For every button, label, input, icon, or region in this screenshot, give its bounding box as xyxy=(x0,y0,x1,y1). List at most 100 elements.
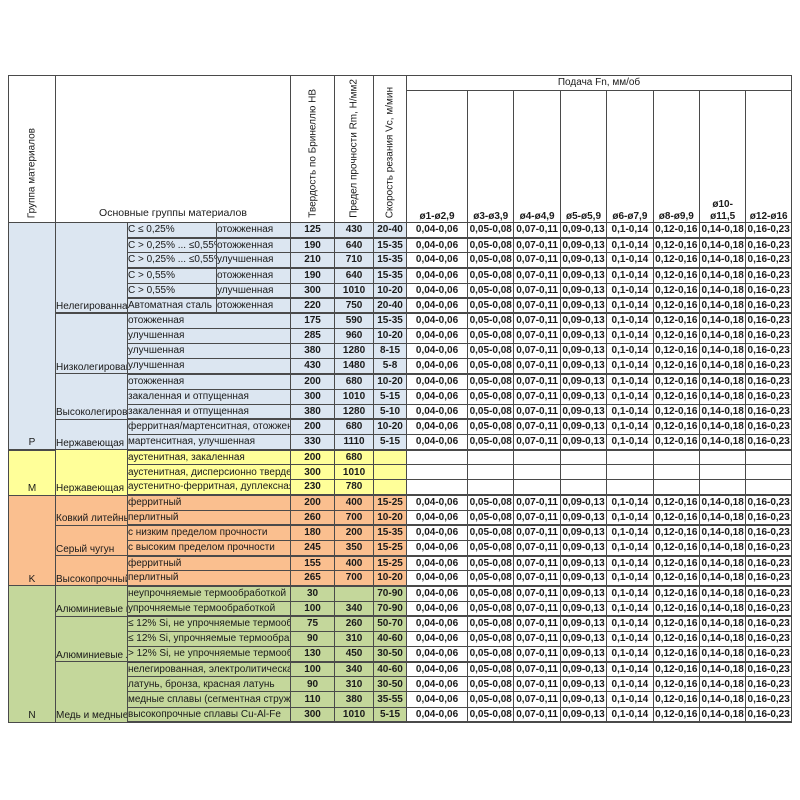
feed-cell: 0,16-0,23 xyxy=(745,555,792,572)
feed-cell: 0,1-0,14 xyxy=(606,615,654,632)
feed-cell: 0,04-0,06 xyxy=(406,327,469,345)
speed-cell: 10-20 xyxy=(373,373,408,390)
feed-cell: 0,07-0,11 xyxy=(513,282,561,300)
material-family-cell: Серый чугун xyxy=(55,524,128,557)
feed-cell xyxy=(745,449,792,466)
speed-cell: 15-35 xyxy=(373,237,408,254)
strength-cell: 1110 xyxy=(334,433,375,451)
material-group-column-header: Группа материалов xyxy=(8,75,56,223)
feed-cell: 0,09-0,13 xyxy=(559,267,608,284)
material-row: упрочняемые термообработкой 100 340 70-90 0,… xyxy=(9,600,792,618)
feed-cell: 0,04-0,06 xyxy=(406,494,469,511)
feed-cell: 0,04-0,06 xyxy=(406,297,469,315)
feed-cell: 0,04-0,06 xyxy=(406,388,469,405)
feed-cell: 0,12-0,16 xyxy=(652,555,700,572)
feed-cell: 0,09-0,13 xyxy=(559,343,608,360)
feed-cell: 0,16-0,23 xyxy=(745,509,792,527)
feed-cell: 0,04-0,06 xyxy=(406,645,469,663)
material-type-cell: улучшенная xyxy=(126,327,292,345)
strength-cell: 640 xyxy=(334,267,375,284)
feed-cell: 0,1-0,14 xyxy=(606,555,654,572)
hardness-cell: 220 xyxy=(290,297,336,315)
material-family-cell: Алюминиевые ли xyxy=(55,615,128,663)
feed-cell: 0,07-0,11 xyxy=(513,570,561,587)
main-groups-label: Основные группы материалов xyxy=(99,206,247,219)
feed-cell: 0,1-0,14 xyxy=(606,645,654,663)
feed-cell: 0,12-0,16 xyxy=(652,221,700,239)
feed-cell: 0,1-0,14 xyxy=(606,343,654,360)
feed-cell: 0,14-0,18 xyxy=(698,524,747,541)
feed-cell: 0,09-0,13 xyxy=(559,645,608,663)
speed-cell: 30-50 xyxy=(373,676,408,693)
feed-cell: 0,16-0,23 xyxy=(745,494,792,511)
feed-cell: 0,14-0,18 xyxy=(698,327,747,345)
material-row: улучшенная 380 1280 8-15 0,04-0,06 0,05-0,08 0… xyxy=(9,343,792,360)
material-family-cell: Нержавеющая ст xyxy=(55,449,128,496)
speed-cell: 30-50 xyxy=(373,645,408,663)
feed-cell: 0,09-0,13 xyxy=(559,585,608,602)
feed-cell: 0,05-0,08 xyxy=(467,237,515,254)
heat-state-cell: улучшенная xyxy=(215,282,292,300)
feed-cell: 0,16-0,23 xyxy=(745,282,792,300)
feed-cell: 0,07-0,11 xyxy=(513,539,561,557)
strength-cell: 310 xyxy=(334,676,375,693)
feed-cell: 0,1-0,14 xyxy=(606,418,654,435)
material-type-cell: > 12% Si, не упрочняемые термообрабо xyxy=(126,645,292,663)
speed-cell xyxy=(373,479,408,497)
feed-cell: 0,16-0,23 xyxy=(745,539,792,557)
strength-cell: 200 xyxy=(334,524,375,541)
material-row: закаленная и отпущенная 300 1010 5-15 0,04-0… xyxy=(9,388,792,405)
strength-cell: 400 xyxy=(334,555,375,572)
feed-cell: 0,05-0,08 xyxy=(467,267,515,284)
material-type-cell: улучшенная xyxy=(126,343,292,360)
feed-cell: 0,16-0,23 xyxy=(745,403,792,421)
strength-cell: 750 xyxy=(334,297,375,315)
feed-cell: 0,1-0,14 xyxy=(606,433,654,451)
feed-cell: 0,09-0,13 xyxy=(559,509,608,527)
feed-cell: 0,12-0,16 xyxy=(652,343,700,360)
feed-cell: 0,1-0,14 xyxy=(606,676,654,693)
material-type-cell: аустенитная, дисперсионно твердеющая xyxy=(126,464,292,481)
material-row: аустенитная, дисперсионно твердеющая3001… xyxy=(9,464,792,481)
material-row: закаленная и отпущенная 380 1280 5-10 0,04-0… xyxy=(9,403,792,421)
material-row: Низколегированнотожженная17559015-350,04… xyxy=(9,312,792,375)
material-row: Медь и медные снелегированная, электроли… xyxy=(9,661,792,723)
feed-cell: 0,05-0,08 xyxy=(467,418,515,435)
hardness-cell: 200 xyxy=(290,494,336,511)
feed-cell: 0,05-0,08 xyxy=(467,327,515,345)
feed-cell: 0,12-0,16 xyxy=(652,297,700,315)
material-row: C > 0,25% ... ≤0,55% улучшенная 210 710 15-3… xyxy=(9,252,792,269)
feed-cell: 0,07-0,11 xyxy=(513,312,561,329)
diameter-column-header: ø5-ø5,9 xyxy=(559,90,608,223)
strength-cell: 430 xyxy=(334,221,375,239)
material-type-cell: латунь, бронза, красная латунь xyxy=(126,676,292,693)
feed-cell: 0,1-0,14 xyxy=(606,494,654,511)
feed-cell: 0,14-0,18 xyxy=(698,433,747,451)
feed-cell xyxy=(606,479,654,497)
heat-state-cell: отожженная xyxy=(215,297,292,315)
carbon-content-cell: Автоматная сталь xyxy=(127,297,217,315)
speed-column-label: Скорость резания Vc, м/мин xyxy=(384,86,396,218)
feed-cell xyxy=(559,449,608,466)
feed-cell: 0,16-0,23 xyxy=(745,691,792,708)
feed-cell: 0,07-0,11 xyxy=(513,373,561,390)
feed-cell: 0,16-0,23 xyxy=(745,433,792,451)
feed-cell: 0,12-0,16 xyxy=(652,630,700,647)
feed-cell: 0,14-0,18 xyxy=(698,358,747,375)
feed-cell: 0,12-0,16 xyxy=(652,585,700,602)
feed-cell: 0,12-0,16 xyxy=(652,237,700,254)
speed-cell: 20-40 xyxy=(373,221,408,239)
feed-cell: 0,1-0,14 xyxy=(606,706,654,724)
speed-cell: 15-35 xyxy=(373,252,408,269)
feed-cell: 0,07-0,11 xyxy=(513,358,561,375)
feed-cell: 0,07-0,11 xyxy=(513,615,561,632)
feed-cell: 0,04-0,06 xyxy=(406,237,469,254)
iso-group-letter-cell: M xyxy=(8,449,56,496)
material-family-cell: Ковкий литейный xyxy=(55,494,128,526)
feed-cell xyxy=(698,479,747,497)
feed-cell: 0,1-0,14 xyxy=(606,252,654,269)
hardness-cell: 300 xyxy=(290,388,336,405)
materials-table: Группа материалов Основные группы матери… xyxy=(8,75,792,724)
material-type-cell: закаленная и отпущенная xyxy=(126,388,292,405)
